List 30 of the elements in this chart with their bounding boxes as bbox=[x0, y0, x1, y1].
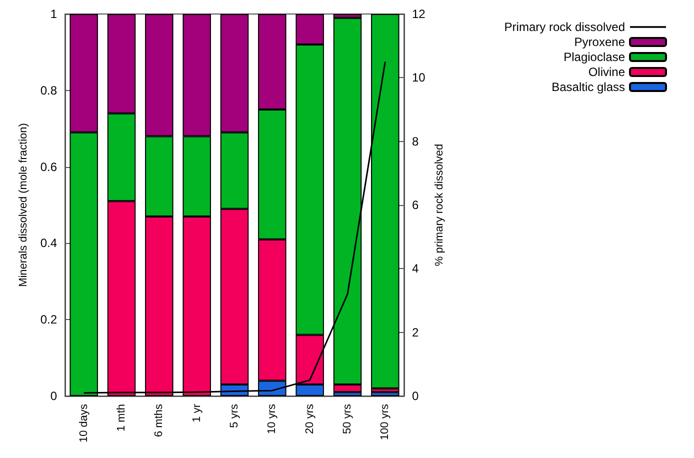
y-tick-label: 0.4 bbox=[40, 236, 58, 250]
y-tick-label: 0 bbox=[50, 389, 58, 403]
x-tick-label: 50 yrs bbox=[342, 404, 354, 434]
y2-tick-label: 12 bbox=[412, 7, 426, 21]
x-tick-label: 6 mths bbox=[153, 404, 166, 438]
y-axis-title: Minerals dissolved (mole fraction) bbox=[18, 123, 30, 287]
bar bbox=[371, 392, 400, 396]
y-tick-label: 0.8 bbox=[40, 83, 58, 98]
y2-tick-label: 8 bbox=[412, 134, 419, 148]
x-tick-label: 10 days bbox=[78, 404, 90, 443]
x-tick-label: 5 yrs bbox=[228, 404, 240, 428]
y-tick-label: 1 bbox=[50, 7, 58, 21]
x-tick-label: 100 yrs bbox=[379, 404, 392, 440]
x-tick-label: 1 yr bbox=[190, 404, 203, 422]
legend-label: Primary rock dissolved bbox=[504, 20, 625, 34]
y2-axis-title: % primary rock dissolved bbox=[434, 144, 446, 266]
y2-tick-label: 10 bbox=[412, 70, 426, 85]
y-tick-label: 0.6 bbox=[40, 160, 58, 174]
legend-label: Pyroxene bbox=[574, 35, 626, 49]
y2-tick-label: 2 bbox=[412, 325, 419, 340]
legend-label: Olivine bbox=[588, 65, 626, 79]
y-tick-label: 0.2 bbox=[40, 312, 58, 327]
x-tick-label: 20 yrs bbox=[304, 404, 316, 434]
x-tick-label: 10 yrs bbox=[266, 404, 278, 434]
y2-tick-label: 6 bbox=[412, 198, 419, 212]
legend-label: Basaltic glass bbox=[552, 80, 625, 94]
legend-label: Plagioclase bbox=[564, 50, 626, 64]
x-tick-label: 1 mth bbox=[116, 404, 128, 432]
y2-tick-label: 4 bbox=[412, 262, 419, 276]
y2-tick-label: 0 bbox=[412, 389, 419, 403]
